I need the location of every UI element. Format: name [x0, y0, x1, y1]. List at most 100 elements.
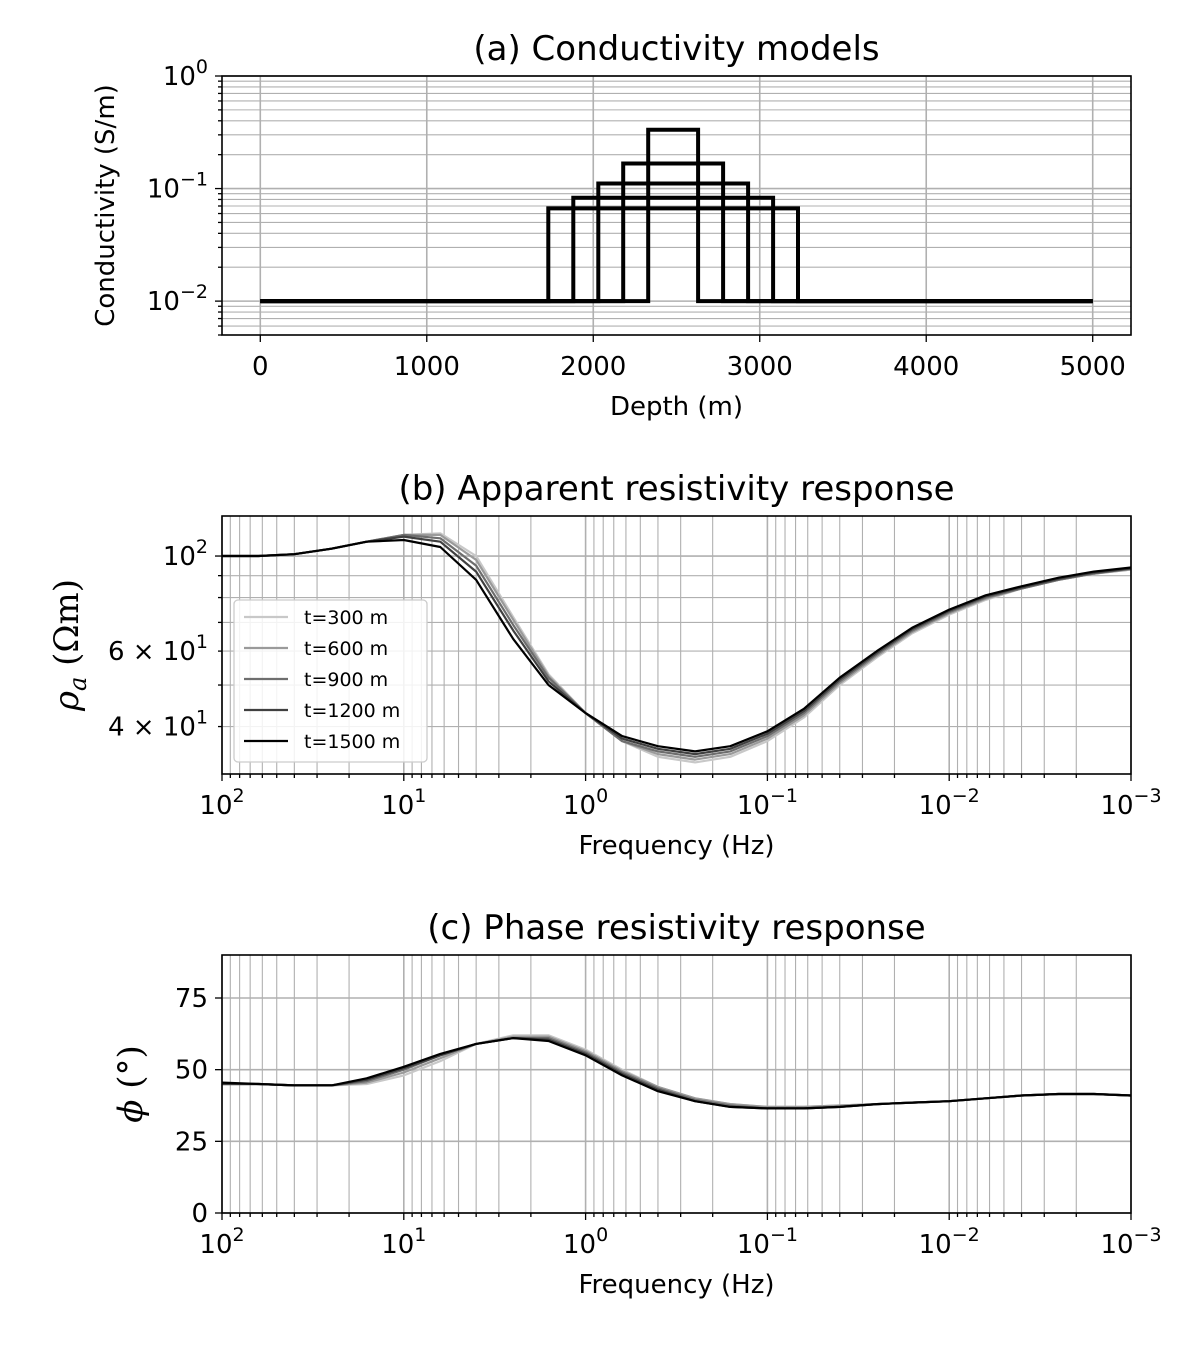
- x-tick-label-exp: 2: [233, 785, 245, 807]
- y-tick-label-base: 10: [163, 62, 196, 92]
- x-tick-label: 1000: [394, 352, 460, 382]
- y-tick-label: 75: [175, 984, 208, 1014]
- x-tick-label-base: 10: [919, 791, 952, 821]
- axes-frame: [221, 954, 1132, 1214]
- legend-label: t=300 m: [304, 607, 388, 629]
- y-axis-label-c: ϕ (°): [111, 1045, 151, 1123]
- x-tick-label-exp: −3: [1134, 785, 1162, 807]
- legend-item: t=300 m: [244, 607, 388, 629]
- y-axis-label-a: Conductivity (S/m): [91, 84, 121, 327]
- y-tick-label: 6 × 101: [108, 631, 208, 667]
- x-tick-label: 10−3: [1100, 1224, 1161, 1260]
- y-tick-label: 50: [175, 1056, 208, 1086]
- x-tick-label-base: 10: [381, 791, 414, 821]
- x-tick-label-exp: 0: [596, 1224, 608, 1246]
- y-tick-label-base: 10: [163, 542, 196, 572]
- x-tick-label: 10−2: [919, 785, 980, 821]
- x-tick-label-exp: −2: [952, 1224, 980, 1246]
- x-tick-label-base: 10: [199, 1230, 232, 1260]
- grid-a: [222, 75, 1131, 336]
- legend-label: t=1500 m: [304, 731, 400, 753]
- panel-title: (c) Phase resistivity response: [427, 908, 925, 948]
- y-tick-label-mantissa: 4 ×: [108, 713, 163, 743]
- x-tick-label: 102: [199, 1224, 244, 1260]
- x-tick-label-base: 10: [563, 791, 596, 821]
- legend: t=300 m t=600 m t=900 m t=1200 m t=1500 m: [233, 599, 428, 763]
- y-tick-label-exp: 2: [196, 536, 208, 558]
- y-axis-label-b-rho: ρ: [47, 691, 87, 712]
- x-tick-label-base: 10: [1100, 1230, 1133, 1260]
- y-tick-label-exp: 1: [196, 707, 208, 729]
- y-axis-label-c-phi: ϕ: [111, 1100, 151, 1123]
- legend-item: t=600 m: [244, 638, 388, 660]
- series-group-c: [222, 1034, 1131, 1110]
- x-tick-label: 101: [381, 1224, 426, 1260]
- legend-item: t=1500 m: [244, 731, 400, 753]
- y-axis-label-c-unit: (°): [111, 1045, 151, 1099]
- panel-title: (a) Conductivity models: [473, 29, 879, 69]
- x-tick-label-base: 10: [737, 791, 770, 821]
- y-tick-label-base: 10: [163, 637, 196, 667]
- y-tick-label: 0: [191, 1199, 208, 1229]
- y-tick-label: 102: [163, 536, 208, 572]
- series-line: [222, 538, 1131, 753]
- x-tick-label-exp: 0: [596, 785, 608, 807]
- x-tick-label-base: 10: [563, 1230, 596, 1260]
- x-tick-label: 10−2: [919, 1224, 980, 1260]
- x-tick-label-base: 10: [919, 1230, 952, 1260]
- x-tick-label: 10−3: [1100, 785, 1161, 821]
- x-tick-label-base: 10: [737, 1230, 770, 1260]
- panel-title: (b) Apparent resistivity response: [398, 469, 954, 509]
- legend-label: t=900 m: [304, 669, 388, 691]
- x-tick-label: 4000: [893, 352, 959, 382]
- y-tick-label-mantissa: 6 ×: [108, 637, 163, 667]
- x-tick-label-base: 10: [381, 1230, 414, 1260]
- x-axis-label: Frequency (Hz): [578, 1270, 774, 1300]
- legend-label: t=600 m: [304, 638, 388, 660]
- x-tick-label: 0: [252, 352, 269, 382]
- x-tick-label: 5000: [1060, 352, 1126, 382]
- y-tick-label: 100: [163, 56, 208, 92]
- x-axis-label: Depth (m): [610, 392, 743, 422]
- x-tick-label-exp: 1: [414, 785, 426, 807]
- y-axis-label-b: ρa (Ωm): [47, 579, 92, 712]
- y-tick-label-base: 10: [147, 175, 180, 205]
- series-group-a: [260, 127, 1093, 304]
- x-tick-label-exp: −1: [770, 785, 798, 807]
- x-tick-label-exp: 1: [414, 1224, 426, 1246]
- x-tick-label: 2000: [560, 352, 626, 382]
- x-tick-label-exp: −3: [1134, 1224, 1162, 1246]
- x-tick-label: 100: [563, 785, 608, 821]
- y-tick-label-exp: 1: [196, 631, 208, 653]
- y-axis-label-b-unit: (Ωm): [47, 579, 87, 677]
- x-tick-label: 10−1: [737, 1224, 798, 1260]
- x-tick-label-exp: 2: [233, 1224, 245, 1246]
- y-tick-label-base: 10: [147, 287, 180, 317]
- y-tick-label: 10−1: [147, 169, 208, 205]
- x-tick-label: 3000: [727, 352, 793, 382]
- x-tick-label: 102: [199, 785, 244, 821]
- x-tick-label: 100: [563, 1224, 608, 1260]
- legend-item: t=900 m: [244, 669, 388, 691]
- y-tick-label-exp: 0: [196, 56, 208, 78]
- y-axis-label-b-sub: a: [64, 677, 92, 691]
- legend-item: t=1200 m: [244, 700, 400, 722]
- axes-frame: [221, 515, 1132, 775]
- series-line: [222, 1036, 1131, 1110]
- x-tick-label-base: 10: [199, 791, 232, 821]
- y-tick-label-base: 10: [163, 713, 196, 743]
- x-tick-label-exp: −2: [952, 785, 980, 807]
- y-tick-label: 4 × 101: [108, 707, 208, 743]
- y-tick-label-exp: −1: [180, 169, 208, 191]
- legend-box: [233, 599, 428, 763]
- axes-frame: [221, 75, 1132, 336]
- y-tick-label: 10−2: [147, 281, 208, 317]
- series-group-b: [222, 532, 1131, 764]
- x-tick-label-exp: −1: [770, 1224, 798, 1246]
- legend-label: t=1200 m: [304, 700, 400, 722]
- x-axis-label: Frequency (Hz): [578, 831, 774, 861]
- y-tick-label: 25: [175, 1127, 208, 1157]
